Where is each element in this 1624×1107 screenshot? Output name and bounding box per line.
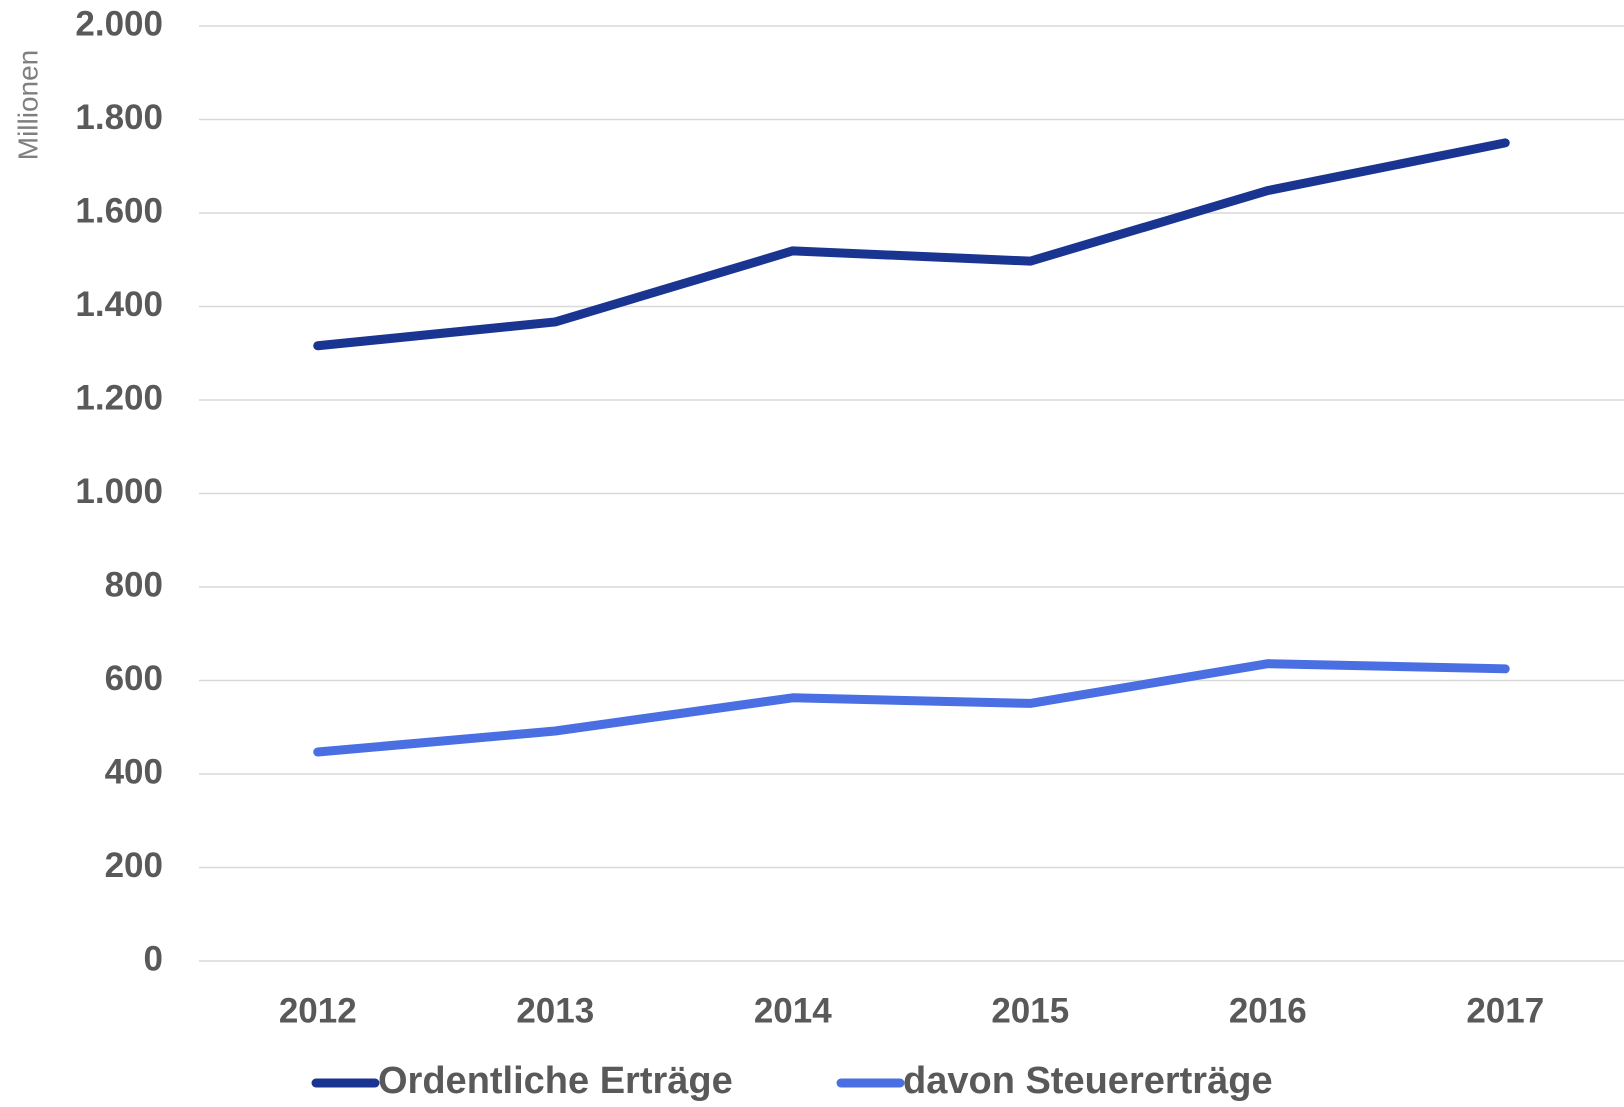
x-tick-label: 2013 bbox=[516, 991, 594, 1030]
x-tick-label: 2012 bbox=[279, 991, 357, 1030]
y-tick-label: 1.200 bbox=[75, 378, 163, 417]
legend-label: davon Steuererträge bbox=[903, 1060, 1273, 1102]
y-tick-label: 1.800 bbox=[75, 98, 163, 137]
y-tick-label: 1.400 bbox=[75, 285, 163, 324]
x-tick-label: 2015 bbox=[991, 991, 1069, 1030]
legend-label: Ordentliche Erträge bbox=[378, 1060, 733, 1102]
x-tick-label: 2017 bbox=[1466, 991, 1544, 1030]
y-tick-label: 200 bbox=[105, 846, 163, 885]
y-tick-label: 0 bbox=[144, 939, 163, 978]
line-series bbox=[313, 138, 1510, 351]
y-axis-label: Millionen bbox=[12, 50, 43, 161]
y-tick-label: 2.000 bbox=[75, 4, 163, 43]
y-tick-label: 600 bbox=[105, 659, 163, 698]
y-tick-label: 1.000 bbox=[75, 472, 163, 511]
x-tick-label: 2016 bbox=[1229, 991, 1307, 1030]
x-tick-label: 2014 bbox=[754, 991, 832, 1030]
line-series bbox=[313, 659, 1510, 757]
y-tick-label: 400 bbox=[105, 752, 163, 791]
y-tick-label: 800 bbox=[105, 565, 163, 604]
y-tick-label: 1.600 bbox=[75, 191, 163, 230]
